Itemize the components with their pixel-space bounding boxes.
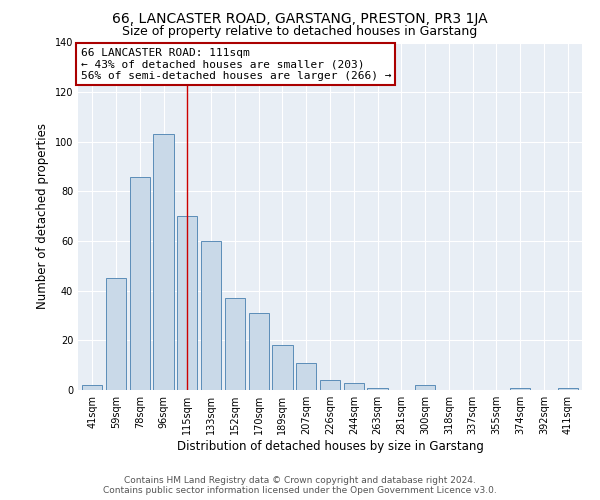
Bar [272,346,293,390]
Text: Contains HM Land Registry data © Crown copyright and database right 2024.: Contains HM Land Registry data © Crown c… [124,476,476,485]
Bar [130,176,150,390]
Bar [320,380,340,390]
Bar [154,134,173,390]
Bar [557,388,578,390]
Bar [248,313,269,390]
Text: 66, LANCASTER ROAD, GARSTANG, PRESTON, PR3 1JA: 66, LANCASTER ROAD, GARSTANG, PRESTON, P… [112,12,488,26]
Bar [177,216,197,390]
Bar [415,385,435,390]
Bar [344,382,364,390]
Bar [296,362,316,390]
Bar [225,298,245,390]
Bar [106,278,126,390]
Bar [82,385,103,390]
Bar [510,388,530,390]
X-axis label: Distribution of detached houses by size in Garstang: Distribution of detached houses by size … [176,440,484,453]
Text: Size of property relative to detached houses in Garstang: Size of property relative to detached ho… [122,25,478,38]
Bar [201,241,221,390]
Text: 66 LANCASTER ROAD: 111sqm
← 43% of detached houses are smaller (203)
56% of semi: 66 LANCASTER ROAD: 111sqm ← 43% of detac… [80,48,391,81]
Y-axis label: Number of detached properties: Number of detached properties [36,123,49,309]
Text: Contains public sector information licensed under the Open Government Licence v3: Contains public sector information licen… [103,486,497,495]
Bar [367,388,388,390]
